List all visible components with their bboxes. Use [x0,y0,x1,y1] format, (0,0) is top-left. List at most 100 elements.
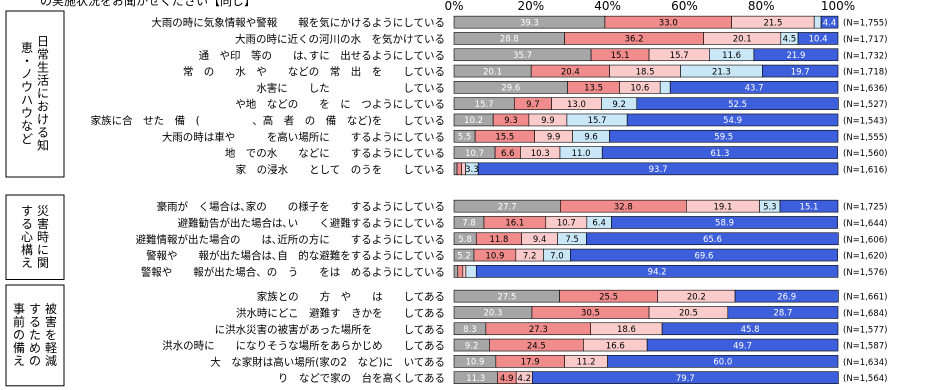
row-label: 洪水の時に になりそうな場所をあらかじめ してある [162,339,445,352]
bar-segment [626,113,839,127]
bar-segment [601,146,838,159]
group-label-char: 生 [37,61,49,75]
data-label: 4.9 [500,374,514,384]
data-label: 21.3 [712,67,731,77]
sample-size-label: (N=1,620) [843,252,887,262]
group-label-char: 日 [37,35,49,49]
data-label: 9.4 [533,235,547,245]
data-label: 9.6 [584,132,598,142]
data-label: 49.7 [733,341,752,351]
data-label: 28.8 [500,35,519,45]
bar-segment [456,162,462,176]
bar-segment [570,248,838,262]
bar-segment [669,81,839,94]
bar-segment [661,322,839,336]
group-label-char: る [21,217,33,231]
data-label: 79.7 [676,374,695,384]
row-label: 家族に合 せた 備 ( 、高 者 の 備 など)を している [91,114,445,127]
bar-segment [607,355,839,368]
data-label: 17.9 [521,358,540,368]
bar-segment [727,306,839,319]
data-label: 45.8 [741,325,760,335]
sample-size-label: (N=1,616) [843,165,887,175]
data-label: 18.6 [617,325,636,335]
row-label: 家 の浸水 として のうを している [236,163,445,176]
data-label: 27.7 [498,202,517,212]
group-label-char: る [29,315,41,329]
group-label-char: な [21,119,33,133]
data-label: 36.2 [625,35,644,45]
data-label: 11.2 [577,358,596,368]
group-label-char: 知 [37,139,49,153]
bar-segment [586,232,839,246]
row-label: 豪雨が く場合は､家の の様子を するようにしている [157,200,445,213]
row-label: 避難勧告が出た場合は､い く避難するようにしている [178,216,445,229]
group-label-char: を [45,328,57,342]
group-label-char: 恵 [21,41,33,55]
group-label-char: ハ [21,93,33,107]
data-label: 6.6 [501,149,515,159]
bar-segment [762,64,839,78]
sample-size-label: (N=1,636) [843,84,887,94]
data-label: 69.6 [695,251,714,261]
data-label: 21.5 [763,18,782,28]
bar-segment [659,81,671,94]
row-label: 大 な家財は高い場所(家の2 など)に いてある [210,355,445,368]
group-label-char: ウ [21,80,33,94]
data-label: 11.8 [489,235,508,245]
bar-segment [753,48,839,62]
data-label: 15.7 [475,100,494,110]
x-tick-label: 20% [517,0,544,13]
group-label-char: ど [21,132,33,146]
data-label: 5.2 [457,251,471,261]
group-label-char: ・ [21,54,33,68]
data-label: 9.2 [465,341,479,351]
row-label: 通 や印 等の は､すに 出せるようにしている [199,49,445,62]
data-label: 10.3 [531,149,550,159]
bar-segment [609,129,839,143]
sample-size-label: (N=1,543) [843,116,887,126]
group-label-char: の [13,328,25,342]
group-label-char: え [21,256,33,270]
bar-segment [646,338,839,352]
row-label: 地 での水 などに するようにしている [225,147,445,160]
bar-segment [813,15,822,29]
data-label: 54.9 [723,116,742,126]
data-label: 15.1 [611,51,630,61]
group-label-char: 活 [37,74,49,88]
group-label-char: 心 [21,230,33,244]
bar-segment [636,97,839,110]
data-label: 7.5 [565,235,579,245]
data-label: 10.6 [630,84,649,94]
data-label: 27.3 [529,325,548,335]
sample-size-label: (N=1,634) [843,358,887,368]
data-label: 61.3 [710,149,729,159]
data-label: 11.3 [466,374,485,384]
data-label: 21.9 [786,51,805,61]
data-label: 15.7 [588,116,607,126]
data-label: 43.7 [745,84,764,94]
group-label-char: ノ [21,67,33,81]
data-label: 25.5 [599,292,618,302]
data-label: 5.3 [763,202,777,212]
bar-segment [475,265,839,278]
data-label: 32.8 [614,202,633,212]
sample-size-label: (N=1,606) [843,235,887,245]
group-label-char: 軽 [45,341,57,355]
data-label: 4.4 [823,18,837,28]
data-label: 7.8 [462,219,476,229]
group-label-char: に [37,243,49,257]
bar-segment [820,15,839,29]
data-label: 4.2 [518,374,532,384]
row-label: 洪水時にどこ 避難す きかを してある [236,306,445,319]
group-label-char: の [29,354,41,368]
group-label-char: え [13,354,25,368]
row-label: 常 の 水 や などの 常 出 を している [183,65,445,78]
group-label-char: 減 [45,353,57,368]
group-box [5,194,65,280]
data-label: 13.5 [584,84,603,94]
group-label-char: た [29,328,41,342]
data-label: 10.2 [464,116,483,126]
data-label: 26.9 [777,292,796,302]
data-label: 20.5 [679,309,698,319]
